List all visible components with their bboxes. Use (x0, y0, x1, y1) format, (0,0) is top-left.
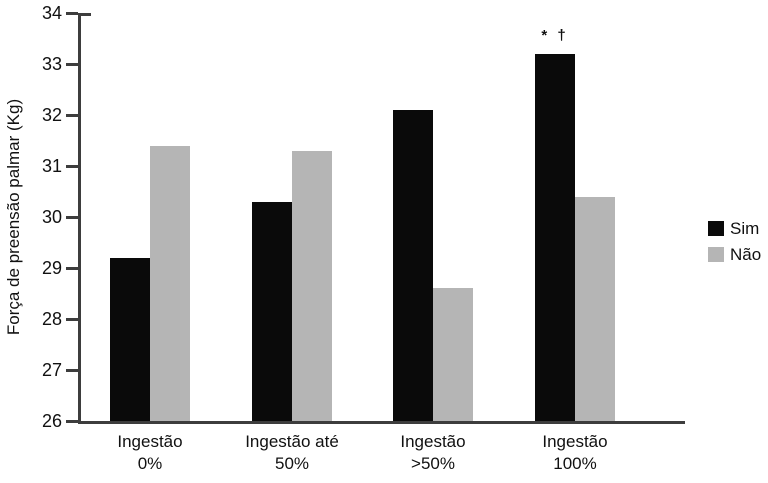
y-tick-label: 32 (41, 105, 62, 125)
y-tick (66, 12, 78, 15)
bar-sim-group3 (393, 109, 433, 421)
x-label-group1: Ingestão 0% (117, 432, 183, 473)
bar-sim-group4 (535, 53, 575, 421)
y-tick-label: 28 (41, 309, 62, 329)
y-tick-label: 26 (41, 411, 62, 431)
bar-sim-group1 (110, 257, 150, 421)
y-tick (66, 369, 78, 372)
bar-não-group3 (433, 288, 473, 421)
y-tick (66, 420, 78, 423)
y-tick (66, 114, 78, 117)
x-label-group3: Ingestão >50% (400, 432, 466, 473)
y-tick (66, 318, 78, 321)
bar-não-group2 (292, 150, 332, 421)
legend-swatch-não (708, 247, 724, 262)
plot-area: Força de preensão palmar (Kg) 26 27 28 29 30… (4, 3, 685, 473)
legend-item-sim: Sim (708, 220, 761, 237)
y-tick-label: 33 (41, 54, 62, 74)
y-axis-top-cap (78, 13, 91, 16)
y-tick (66, 267, 78, 270)
y-tick (66, 165, 78, 168)
significance-annotation: * † (541, 26, 569, 44)
legend: Sim Não (708, 220, 761, 272)
legend-item-não: Não (708, 246, 761, 263)
x-label-group2: Ingestão até 50% (245, 432, 339, 473)
y-axis-line (78, 13, 81, 421)
x-axis-line (78, 421, 685, 424)
legend-label: Sim (730, 219, 760, 238)
bar-não-group4 (575, 196, 615, 421)
y-tick (66, 216, 78, 219)
y-tick-label: 29 (41, 258, 62, 278)
bar-não-group1 (150, 145, 190, 421)
legend-label: Não (730, 245, 762, 264)
y-axis-title: Força de preensão palmar (Kg) (4, 98, 23, 336)
y-tick-label: 30 (41, 207, 62, 227)
x-label-group4: Ingestão 100% (542, 432, 608, 473)
y-tick-label: 34 (41, 3, 62, 23)
y-tick (66, 63, 78, 66)
y-tick-label: 31 (41, 156, 62, 176)
legend-swatch-sim (708, 221, 724, 236)
bar-sim-group2 (252, 201, 292, 421)
y-tick-label: 27 (41, 360, 62, 380)
